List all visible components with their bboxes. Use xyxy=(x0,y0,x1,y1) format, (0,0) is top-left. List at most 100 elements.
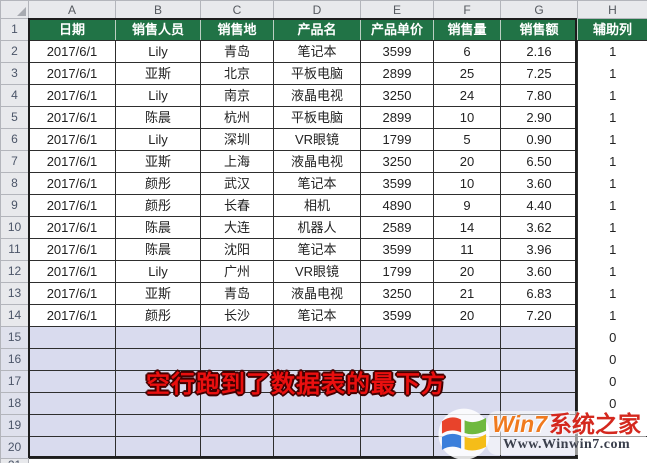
cell-A3[interactable]: 2017/6/1 xyxy=(28,62,116,85)
cell-D7[interactable]: 液晶电视 xyxy=(273,150,361,173)
cell-B14[interactable]: 颜彤 xyxy=(115,304,201,327)
cell-A11[interactable]: 2017/6/1 xyxy=(28,238,116,261)
cell-D17[interactable] xyxy=(273,370,361,393)
cell-E3[interactable]: 2899 xyxy=(360,62,434,85)
cell-G16[interactable] xyxy=(500,348,578,371)
cell-D19[interactable] xyxy=(273,414,361,437)
column-header-B[interactable]: B xyxy=(115,0,201,19)
cell-B19[interactable] xyxy=(115,414,201,437)
cell-D20[interactable] xyxy=(273,436,361,459)
cell-F9[interactable]: 9 xyxy=(433,194,501,217)
cell-D18[interactable] xyxy=(273,392,361,415)
cell-A19[interactable] xyxy=(28,414,116,437)
cell-F17[interactable] xyxy=(433,370,501,393)
cell-H14[interactable]: 1 xyxy=(577,304,647,327)
column-header-F[interactable]: F xyxy=(433,0,501,19)
row-header-3[interactable]: 3 xyxy=(0,62,29,85)
cell-G9[interactable]: 4.40 xyxy=(500,194,578,217)
cell-H16[interactable]: 0 xyxy=(577,348,647,371)
row-header-2[interactable]: 2 xyxy=(0,40,29,63)
cell-D13[interactable]: 液晶电视 xyxy=(273,282,361,305)
row-header-8[interactable]: 8 xyxy=(0,172,29,195)
cell-A21[interactable] xyxy=(28,458,116,463)
cell-B11[interactable]: 陈晨 xyxy=(115,238,201,261)
cell-E14[interactable]: 3599 xyxy=(360,304,434,327)
cell-B7[interactable]: 亚斯 xyxy=(115,150,201,173)
cell-F6[interactable]: 5 xyxy=(433,128,501,151)
cell-D10[interactable]: 机器人 xyxy=(273,216,361,239)
cell-H17[interactable]: 0 xyxy=(577,370,647,393)
cell-F14[interactable]: 20 xyxy=(433,304,501,327)
cell-H9[interactable]: 1 xyxy=(577,194,647,217)
cell-H10[interactable]: 1 xyxy=(577,216,647,239)
cell-B16[interactable] xyxy=(115,348,201,371)
cell-G3[interactable]: 7.25 xyxy=(500,62,578,85)
cell-D1[interactable]: 产品名 xyxy=(273,18,361,41)
cell-A12[interactable]: 2017/6/1 xyxy=(28,260,116,283)
row-header-12[interactable]: 12 xyxy=(0,260,29,283)
cell-C4[interactable]: 南京 xyxy=(200,84,274,107)
cell-C1[interactable]: 销售地 xyxy=(200,18,274,41)
cell-C20[interactable] xyxy=(200,436,274,459)
cell-A7[interactable]: 2017/6/1 xyxy=(28,150,116,173)
cell-D12[interactable]: VR眼镜 xyxy=(273,260,361,283)
cell-G8[interactable]: 3.60 xyxy=(500,172,578,195)
cell-C3[interactable]: 北京 xyxy=(200,62,274,85)
cell-D11[interactable]: 笔记本 xyxy=(273,238,361,261)
cell-G1[interactable]: 销售额 xyxy=(500,18,578,41)
cell-C14[interactable]: 长沙 xyxy=(200,304,274,327)
cell-A14[interactable]: 2017/6/1 xyxy=(28,304,116,327)
cell-E5[interactable]: 2899 xyxy=(360,106,434,129)
cell-B3[interactable]: 亚斯 xyxy=(115,62,201,85)
cell-B4[interactable]: Lily xyxy=(115,84,201,107)
cell-F2[interactable]: 6 xyxy=(433,40,501,63)
cell-H11[interactable]: 1 xyxy=(577,238,647,261)
cell-A10[interactable]: 2017/6/1 xyxy=(28,216,116,239)
cell-F12[interactable]: 20 xyxy=(433,260,501,283)
cell-G4[interactable]: 7.80 xyxy=(500,84,578,107)
cell-H18[interactable]: 0 xyxy=(577,392,647,415)
cell-G2[interactable]: 2.16 xyxy=(500,40,578,63)
cell-D4[interactable]: 液晶电视 xyxy=(273,84,361,107)
row-header-17[interactable]: 17 xyxy=(0,370,29,393)
cell-D5[interactable]: 平板电脑 xyxy=(273,106,361,129)
row-header-13[interactable]: 13 xyxy=(0,282,29,305)
cell-C12[interactable]: 广州 xyxy=(200,260,274,283)
cell-C11[interactable]: 沈阳 xyxy=(200,238,274,261)
cell-F11[interactable]: 11 xyxy=(433,238,501,261)
cell-H6[interactable]: 1 xyxy=(577,128,647,151)
cell-E2[interactable]: 3599 xyxy=(360,40,434,63)
cell-F15[interactable] xyxy=(433,326,501,349)
column-header-C[interactable]: C xyxy=(200,0,274,19)
cell-A1[interactable]: 日期 xyxy=(28,18,116,41)
cell-E13[interactable]: 3250 xyxy=(360,282,434,305)
cell-F10[interactable]: 14 xyxy=(433,216,501,239)
cell-A18[interactable] xyxy=(28,392,116,415)
row-header-21[interactable]: 21 xyxy=(0,458,29,463)
cell-G15[interactable] xyxy=(500,326,578,349)
cell-F4[interactable]: 24 xyxy=(433,84,501,107)
cell-G5[interactable]: 2.90 xyxy=(500,106,578,129)
cell-A13[interactable]: 2017/6/1 xyxy=(28,282,116,305)
cell-F13[interactable]: 21 xyxy=(433,282,501,305)
cell-C13[interactable]: 青岛 xyxy=(200,282,274,305)
cell-B6[interactable]: Lily xyxy=(115,128,201,151)
cell-D14[interactable]: 笔记本 xyxy=(273,304,361,327)
cell-F8[interactable]: 10 xyxy=(433,172,501,195)
cell-D9[interactable]: 相机 xyxy=(273,194,361,217)
cell-B15[interactable] xyxy=(115,326,201,349)
cell-C19[interactable] xyxy=(200,414,274,437)
cell-C21[interactable] xyxy=(200,458,274,463)
row-header-10[interactable]: 10 xyxy=(0,216,29,239)
column-header-E[interactable]: E xyxy=(360,0,434,19)
cell-A15[interactable] xyxy=(28,326,116,349)
row-header-4[interactable]: 4 xyxy=(0,84,29,107)
cell-A9[interactable]: 2017/6/1 xyxy=(28,194,116,217)
cell-C5[interactable]: 杭州 xyxy=(200,106,274,129)
cell-E20[interactable] xyxy=(360,436,434,459)
cell-F5[interactable]: 10 xyxy=(433,106,501,129)
cell-E10[interactable]: 2589 xyxy=(360,216,434,239)
row-header-1[interactable]: 1 xyxy=(0,18,29,41)
cell-H21[interactable] xyxy=(577,458,647,463)
cell-F21[interactable] xyxy=(433,458,501,463)
